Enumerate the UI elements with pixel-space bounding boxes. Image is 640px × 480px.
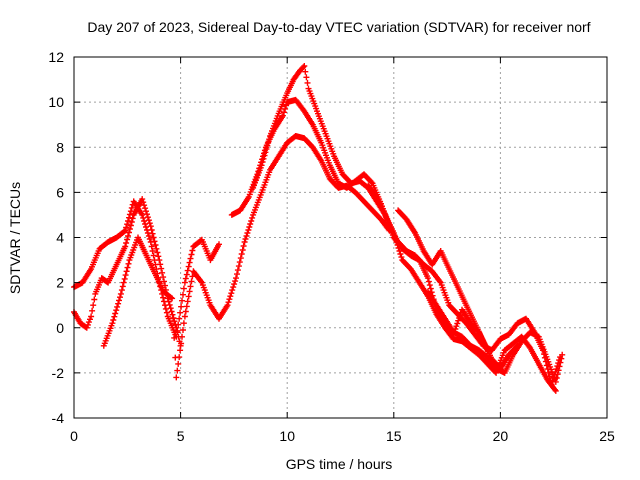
chart-title: Day 207 of 2023, Sidereal Day-to-day VTE… bbox=[87, 19, 590, 35]
grid-lines bbox=[74, 57, 607, 418]
axis-ticks: 0 5 10 15 20 25 -4 -2 0 2 4 6 8 10 12 bbox=[48, 49, 615, 444]
y-tick-label: -2 bbox=[52, 365, 65, 381]
data-points bbox=[71, 63, 566, 394]
y-tick-label: 4 bbox=[56, 230, 64, 246]
series-track-c bbox=[100, 133, 393, 381]
y-axis-label: SDTVAR / TECUs bbox=[7, 182, 23, 294]
y-tick-label: 6 bbox=[56, 184, 64, 200]
y-tick-label: -4 bbox=[52, 410, 65, 426]
y-tick-label: 2 bbox=[56, 275, 64, 291]
x-tick-label: 25 bbox=[599, 428, 615, 444]
y-tick-label: 0 bbox=[56, 320, 64, 336]
x-axis-label: GPS time / hours bbox=[286, 456, 393, 472]
data-marker-path bbox=[424, 288, 566, 385]
x-tick-label: 0 bbox=[70, 428, 78, 444]
data-marker-path bbox=[395, 207, 521, 372]
x-tick-label: 20 bbox=[493, 428, 509, 444]
data-marker-path bbox=[100, 133, 393, 381]
series-track-g bbox=[395, 207, 521, 372]
y-tick-label: 12 bbox=[48, 49, 64, 65]
y-tick-label: 8 bbox=[56, 139, 64, 155]
x-tick-label: 10 bbox=[279, 428, 295, 444]
y-tick-label: 10 bbox=[48, 94, 64, 110]
x-tick-label: 15 bbox=[386, 428, 402, 444]
series-track-h bbox=[424, 288, 566, 385]
x-tick-label: 5 bbox=[177, 428, 185, 444]
